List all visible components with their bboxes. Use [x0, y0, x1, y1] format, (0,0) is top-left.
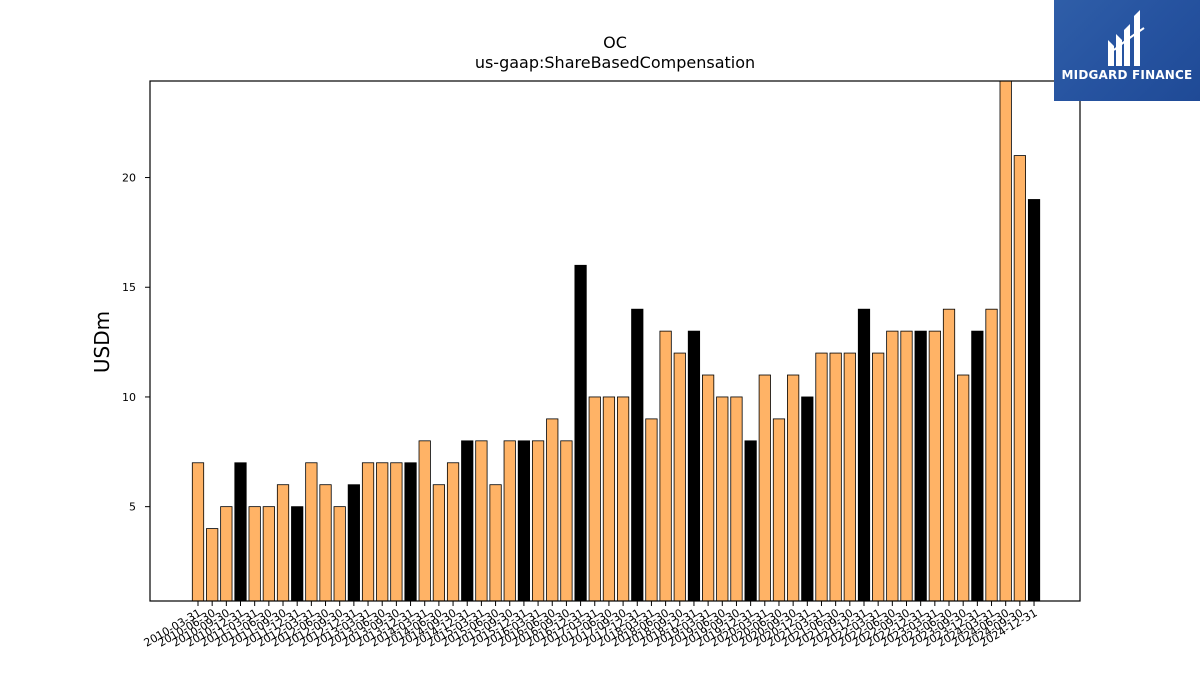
- y-tick-label: 10: [122, 391, 136, 404]
- logo-text: MIDGARD FINANCE: [1061, 68, 1193, 82]
- bar-2019-03-31: [702, 374, 715, 602]
- bar-2018-09-30: [673, 352, 686, 602]
- bar-2023-03-31: [928, 330, 941, 602]
- midgard-logo-icon: [1108, 10, 1145, 66]
- y-tick-label: 20: [122, 172, 136, 185]
- bar-2021-03-31: [815, 352, 828, 602]
- bar-2016-06-30: [546, 418, 559, 602]
- bar-2015-06-30: [489, 484, 502, 602]
- bar-2010-12-31: [234, 462, 247, 602]
- bar-2022-09-30: [900, 330, 913, 602]
- chart-title: OC: [603, 33, 627, 52]
- bar-2017-06-30: [602, 396, 616, 602]
- bar-2013-06-30: [376, 462, 389, 602]
- bar-2022-03-31: [872, 352, 885, 602]
- bar-2013-12-31: [404, 462, 417, 602]
- bar-2020-03-31: [758, 374, 771, 602]
- bar-2013-03-31: [361, 462, 375, 602]
- bar-2016-03-31: [531, 440, 545, 602]
- plot-frame: [149, 80, 1081, 602]
- bar-2017-03-31: [588, 396, 601, 602]
- bar-2014-09-30: [446, 462, 460, 602]
- bar-2023-09-30: [957, 374, 970, 602]
- bar-2024-06-30: [999, 80, 1012, 602]
- bar-2010-03-31: [191, 462, 205, 602]
- bar-2011-06-30: [262, 506, 275, 602]
- y-axis-label: USDm: [90, 311, 114, 373]
- bar-2021-06-30: [829, 352, 842, 602]
- x-ticks-group: 2010-03-312010-06-302010-09-302010-12-31…: [142, 601, 1040, 650]
- bar-2024-03-31: [985, 308, 998, 602]
- bar-2012-03-31: [305, 462, 318, 602]
- bar-2012-09-30: [333, 506, 346, 602]
- bar-2022-06-30: [886, 330, 899, 602]
- bar-2014-03-31: [418, 440, 431, 602]
- bar-2012-06-30: [319, 484, 332, 602]
- bar-2014-06-30: [432, 484, 445, 602]
- bar-2010-06-30: [206, 528, 219, 602]
- bar-2018-03-31: [645, 418, 658, 602]
- bar-2014-12-31: [461, 440, 474, 602]
- bar-2013-09-30: [390, 462, 403, 602]
- bar-2019-09-30: [730, 396, 743, 602]
- bar-2018-12-31: [687, 330, 701, 602]
- bar-2022-12-31: [914, 330, 927, 602]
- y-ticks-group: 5 10 15 20: [122, 172, 150, 514]
- y-tick-label: 15: [122, 281, 136, 294]
- bar-2015-12-31: [517, 440, 531, 602]
- bar-2010-09-30: [220, 506, 233, 602]
- bar-2020-12-31: [801, 396, 814, 602]
- bar-2018-06-30: [659, 330, 672, 602]
- chart-subtitle: us-gaap:ShareBasedCompensation: [475, 53, 755, 72]
- bar-2016-09-30: [560, 440, 573, 602]
- bar-2020-06-30: [772, 418, 786, 602]
- bar-2021-12-31: [857, 308, 871, 602]
- bar-2020-09-30: [787, 374, 800, 602]
- bar-2011-03-31: [248, 506, 261, 602]
- bar-2017-09-30: [617, 396, 630, 602]
- bars-group: [191, 80, 1041, 602]
- logo: MIDGARD FINANCE: [1054, 0, 1200, 101]
- bar-2011-12-31: [291, 506, 304, 602]
- bar-2024-12-31: [1027, 199, 1041, 602]
- bar-2012-12-31: [347, 484, 360, 602]
- y-tick-label: 5: [129, 501, 136, 514]
- bar-2021-09-30: [843, 352, 856, 602]
- bar-2017-12-31: [631, 308, 644, 602]
- bar-2019-06-30: [716, 396, 729, 602]
- bar-2024-09-30: [1013, 155, 1026, 602]
- bar-2023-12-31: [971, 330, 984, 602]
- bar-2016-12-31: [574, 264, 587, 602]
- bar-2015-03-31: [475, 440, 488, 602]
- bar-2011-09-30: [276, 484, 290, 602]
- bar-2015-09-30: [503, 440, 516, 602]
- bar-2019-12-31: [744, 440, 757, 602]
- bar-2023-06-30: [942, 308, 956, 602]
